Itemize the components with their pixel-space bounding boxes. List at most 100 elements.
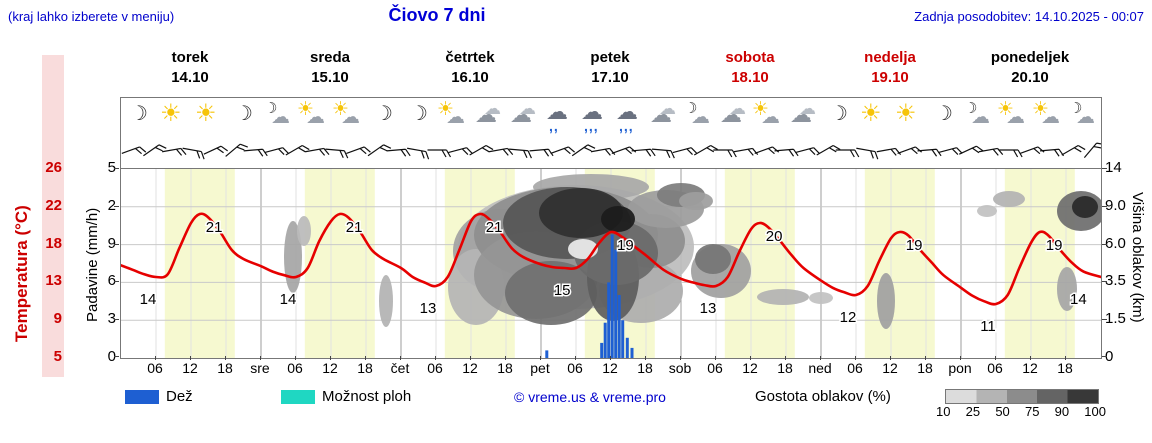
wind-barb-icon: [305, 147, 330, 156]
wind-barb-icon: [856, 147, 879, 160]
precipitation-tick: 0: [107, 348, 116, 365]
temperature-min-label: 12: [840, 309, 857, 326]
heavy-rain-icon: ☁,,,: [611, 99, 646, 134]
wind-barb-icon: [386, 148, 411, 157]
time-tick: čet: [380, 356, 420, 376]
cloud-height-tick: 9.0: [1105, 196, 1126, 214]
cloud-area: [993, 191, 1025, 207]
rain-drops-glyph: ,,,: [584, 118, 599, 134]
axis-tick-mark: [1102, 281, 1107, 283]
temperature-tick: 22: [45, 196, 62, 214]
time-tick: 06: [135, 356, 175, 376]
temperature-min-label: 14: [140, 291, 157, 308]
axis-tick-mark: [114, 319, 119, 321]
daylight-band: [304, 169, 375, 358]
copyright-link[interactable]: © vreme.us & vreme.pro: [514, 389, 666, 405]
wind-barb-icon: [733, 147, 759, 156]
sun-cloud-icon: ☀ ☁: [996, 99, 1031, 133]
cloud-area: [379, 275, 393, 327]
temperature-min-label: 14: [280, 291, 297, 308]
wind-barb-icon: [243, 148, 268, 157]
time-tick: sob: [660, 356, 700, 376]
cloud-density-tick: 90: [1054, 404, 1070, 419]
wind-barb-icon: [469, 144, 494, 156]
cloud-icon: ☁ ☁: [506, 99, 541, 133]
cloud-area: [539, 188, 623, 238]
cloud-height-tick: 14: [1105, 159, 1122, 176]
cloud-area: [757, 289, 809, 305]
precipitation-tick: 3: [107, 310, 116, 328]
cloud-glyph: ☁: [484, 99, 501, 118]
wind-barb-icon: [121, 146, 147, 155]
rain-legend-label: Dež: [166, 388, 193, 405]
moon-cloud-icon: ☽ ☁: [1066, 99, 1101, 133]
daylight-band: [164, 169, 235, 358]
axis-tick-mark: [114, 168, 119, 169]
moon-glyph: ☽: [410, 103, 428, 125]
cloud-density-tick: 10: [936, 404, 951, 419]
cloud-area: [505, 261, 597, 325]
wind-barbs-row: [121, 142, 1101, 160]
sun-glyph: ☀: [297, 99, 315, 120]
rain-bar: [600, 342, 604, 358]
time-tick: 06: [415, 356, 455, 376]
temperature-max-label: 19: [617, 237, 634, 254]
wind-barb-icon: [590, 147, 616, 156]
sun-glyph: ☀: [332, 99, 350, 120]
day-header-sreda: sreda 15.10: [260, 48, 400, 88]
day-header-ponedeljek: ponedeljek 20.10: [960, 48, 1100, 88]
cloud-glyph: ☁: [1041, 107, 1060, 128]
cloud-density-tick: 75: [1024, 404, 1040, 419]
wind-barb-icon: [672, 147, 698, 155]
axis-tick-mark: [114, 205, 119, 207]
wind-barb-icon: [162, 147, 187, 156]
wind-barb-icon: [611, 146, 637, 155]
cloud-area: [977, 205, 997, 217]
wind-barb-icon: [427, 149, 452, 158]
moon-icon: ☽: [926, 99, 961, 133]
cloud-density-gradient-bar: [945, 389, 1099, 404]
rain-drops-glyph: ,,: [549, 118, 559, 134]
sun-icon: ☀: [156, 99, 191, 133]
moon-glyph: ☽: [935, 103, 953, 125]
day-date: 20.10: [1011, 69, 1049, 86]
moon-icon: ☽: [226, 99, 261, 133]
cloud-glyph: ☁: [650, 102, 672, 127]
wind-barb-icon: [488, 147, 514, 156]
day-date: 17.10: [591, 69, 629, 86]
cloud-glyph: ☁: [790, 102, 812, 127]
cloud-icon: ☁ ☁: [716, 99, 751, 133]
sun-cloud-icon: ☀ ☁: [296, 99, 331, 133]
day-date: 16.10: [451, 69, 489, 86]
cloud-area: [297, 216, 311, 246]
time-tick: 12: [590, 356, 630, 376]
moon-glyph: ☽: [375, 103, 393, 125]
cloud-density-tick: 100: [1084, 404, 1106, 419]
time-tick: 18: [765, 356, 805, 376]
time-tick: 06: [975, 356, 1015, 376]
temperature-tick: 5: [53, 348, 62, 365]
temperature-curve: [121, 212, 1101, 306]
place-menu-hint: (kraj lahko izberete v meniju): [8, 9, 175, 24]
sun-icon: ☀: [856, 99, 891, 133]
temperature-min-label: 14: [1070, 291, 1087, 308]
cloud-area: [877, 273, 895, 329]
wind-barb-icon: [346, 146, 371, 155]
cloud-glyph: ☁: [510, 102, 532, 127]
cloud-area: [284, 221, 302, 293]
wind-barb-icon: [1019, 146, 1045, 155]
time-tick: pet: [520, 356, 560, 376]
sun-glyph: ☀: [997, 99, 1015, 120]
cloud-glyph: ☁: [799, 99, 816, 118]
weather-icon-strip: ☽ ☀ ☀ ☽ ☽ ☁ ☀ ☁ ☀ ☁ ☽ ☽ ☀ ☁ ☁ ☁ ☁ ☁ ☁,, ☁,,, ☁,,, ☁ ☁ ☽ ☁ ☁ ☁ ☀ ☁ ☁ ☁ ☽…: [120, 97, 1102, 168]
sun-cloud-icon: ☀ ☁: [331, 99, 366, 133]
cloud-glyph: ☁: [729, 99, 746, 118]
moon-glyph: ☽: [830, 103, 848, 125]
day-header-petek: petek 17.10: [540, 48, 680, 88]
wind-barb-icon: [713, 149, 737, 158]
time-tick: 06: [835, 356, 875, 376]
sun-glyph: ☀: [195, 100, 217, 127]
temperature-max-label: 21: [346, 219, 363, 236]
time-tick: 06: [555, 356, 595, 376]
time-tick: 12: [1010, 356, 1050, 376]
